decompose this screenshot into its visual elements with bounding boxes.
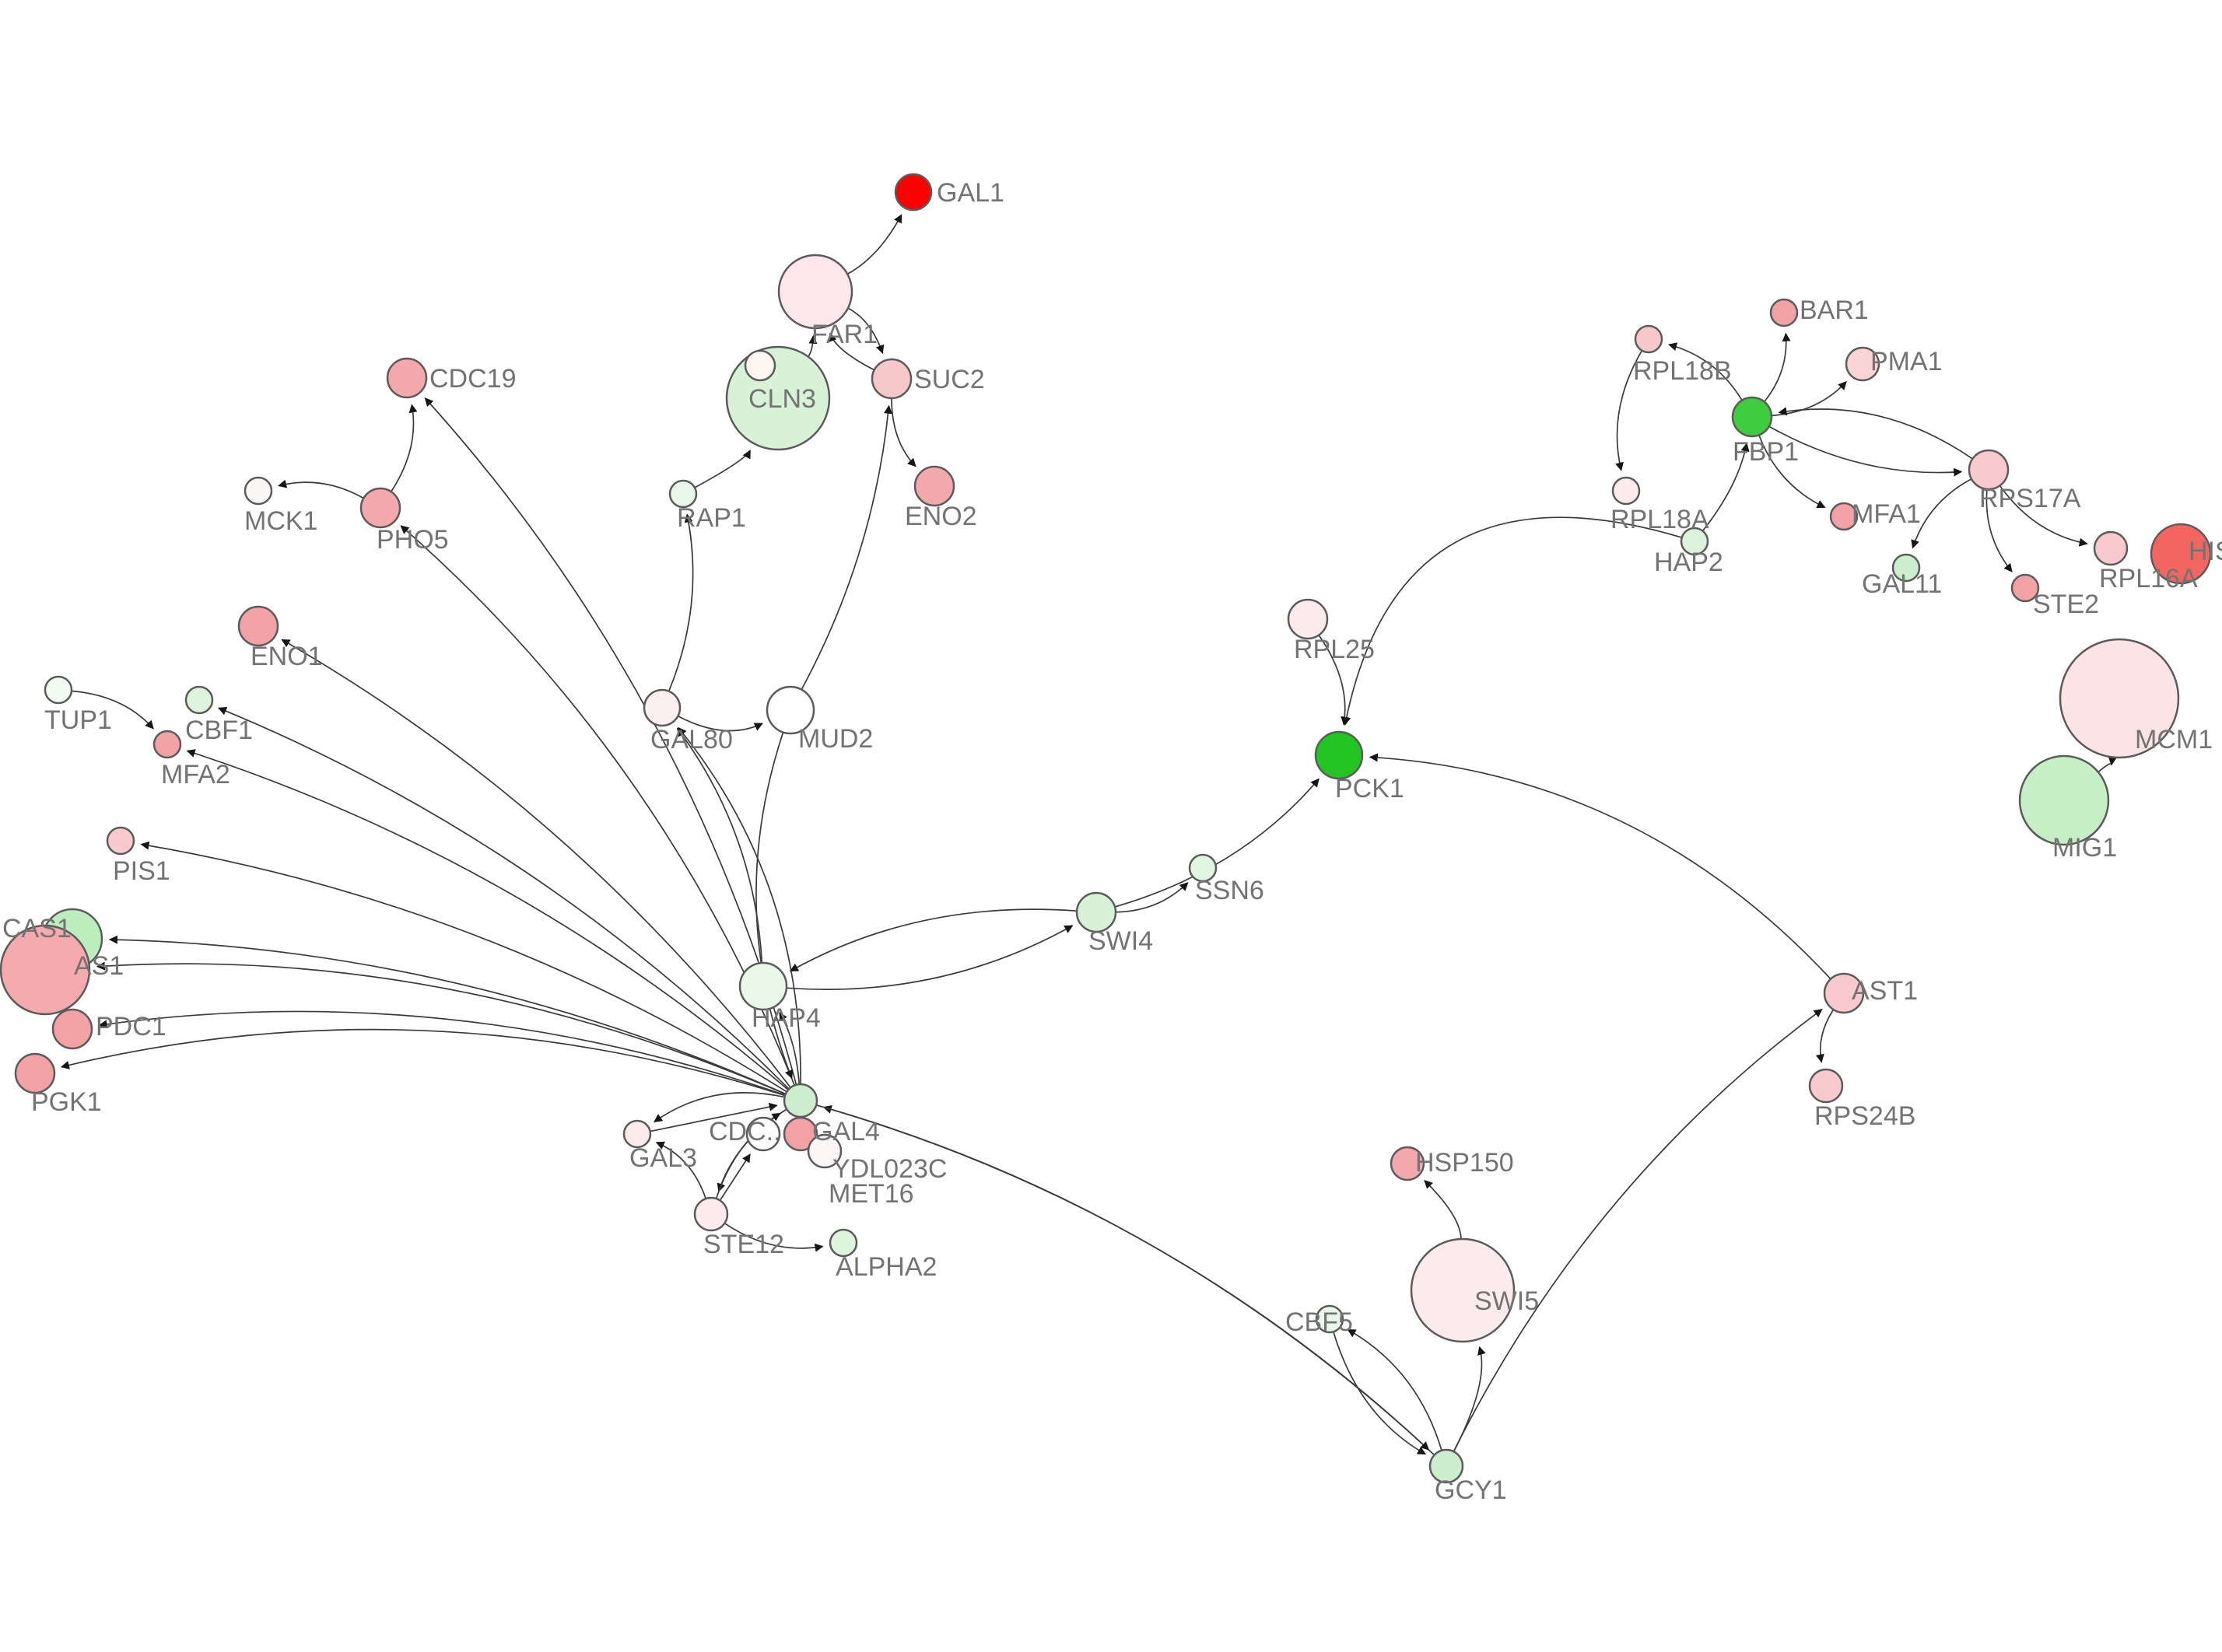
svg-text:HSP150: HSP150: [1415, 1148, 1514, 1178]
svg-text:GAL80: GAL80: [650, 725, 733, 754]
svg-text:CLN3: CLN3: [748, 384, 816, 414]
svg-text:CDC19: CDC19: [429, 364, 516, 394]
svg-text:MIG1: MIG1: [2052, 833, 2117, 863]
svg-text:MCK1: MCK1: [244, 506, 317, 536]
svg-text:MCM1: MCM1: [2135, 725, 2213, 754]
svg-text:HAP2: HAP2: [1654, 548, 1723, 577]
svg-text:PHO5: PHO5: [377, 525, 449, 555]
svg-text:RPS17A: RPS17A: [1979, 484, 2081, 513]
svg-text:MUD2: MUD2: [798, 724, 873, 754]
svg-text:STE2: STE2: [2033, 590, 2099, 619]
svg-text:GAL4: GAL4: [812, 1117, 880, 1146]
svg-text:ENO2: ENO2: [905, 502, 977, 531]
svg-text:RPL16A: RPL16A: [2099, 564, 2198, 593]
svg-text:CDC..: CDC..: [709, 1117, 781, 1146]
svg-text:HIS4: HIS4: [2189, 537, 2222, 566]
svg-text:PDC1: PDC1: [96, 1012, 166, 1041]
svg-text:RAP1: RAP1: [677, 503, 746, 533]
svg-text:PIS1: PIS1: [113, 856, 170, 886]
svg-text:AST1: AST1: [1852, 976, 1918, 1006]
svg-text:GCY1: GCY1: [1435, 1475, 1507, 1505]
svg-text:PMA1: PMA1: [1870, 347, 1943, 376]
svg-text:ALPHA2: ALPHA2: [836, 1252, 937, 1282]
svg-text:GAL1: GAL1: [937, 178, 1004, 208]
svg-text:SSN6: SSN6: [1195, 876, 1264, 905]
svg-text:FAR1: FAR1: [811, 320, 878, 349]
svg-text:CBF5: CBF5: [1285, 1307, 1353, 1337]
svg-text:PCK1: PCK1: [1335, 774, 1404, 803]
svg-text:BAR1: BAR1: [1800, 296, 1869, 325]
svg-text:CBF1: CBF1: [185, 716, 253, 745]
svg-text:STE12: STE12: [703, 1230, 784, 1259]
svg-text:MFA2: MFA2: [161, 760, 230, 789]
svg-text:GAL3: GAL3: [629, 1143, 697, 1173]
svg-text:CAS1: CAS1: [2, 914, 72, 943]
svg-text:HAP4: HAP4: [752, 1003, 821, 1033]
svg-text:RPL18B: RPL18B: [1633, 356, 1732, 386]
svg-text:TUP1: TUP1: [44, 705, 112, 735]
svg-text:RPL18A: RPL18A: [1610, 505, 1709, 534]
svg-text:SUC2: SUC2: [914, 365, 985, 394]
svg-text:SWI5: SWI5: [1474, 1286, 1539, 1316]
svg-text:ENO1: ENO1: [251, 642, 323, 671]
svg-text:PGK1: PGK1: [31, 1087, 102, 1117]
svg-text:MFA1: MFA1: [1852, 499, 1921, 529]
svg-text:RPL25: RPL25: [1294, 635, 1375, 664]
svg-text:FBP1: FBP1: [1733, 437, 1799, 467]
svg-text:GAL11: GAL11: [1862, 569, 1942, 599]
svg-text:MET16: MET16: [829, 1179, 914, 1209]
svg-text:RPS24B: RPS24B: [1814, 1101, 1915, 1131]
svg-text:SWI4: SWI4: [1088, 926, 1153, 956]
svg-text:AS1: AS1: [74, 951, 124, 981]
